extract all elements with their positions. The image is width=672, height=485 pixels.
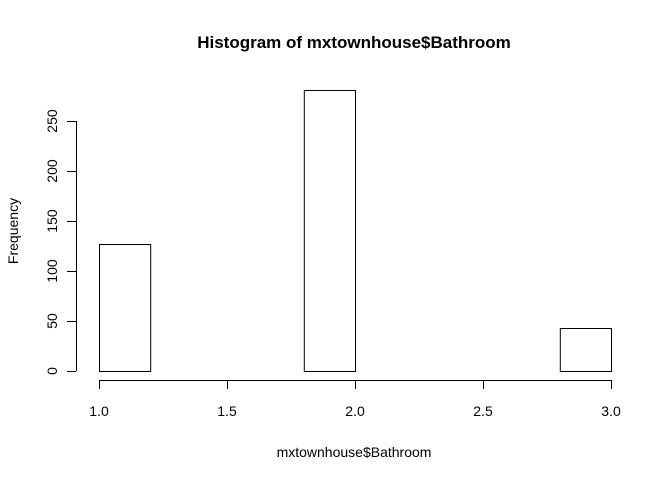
- y-tick-label-0: 0: [44, 367, 60, 375]
- y-tick-label-2: 100: [44, 259, 60, 283]
- histogram-bar-0: [99, 244, 152, 372]
- histogram-bar-4: [303, 90, 356, 372]
- x-tick-label-1: 1.5: [217, 403, 237, 419]
- y-axis: 0 50 100 150 200 250: [44, 109, 77, 375]
- x-tick-label-2: 2.0: [345, 403, 365, 419]
- x-tick-label-0: 1.0: [89, 403, 109, 419]
- x-tick-label-3: 2.5: [473, 403, 493, 419]
- histogram-bar-9: [559, 328, 612, 372]
- y-axis-label: Frequency: [5, 198, 21, 264]
- x-axis-label: mxtownhouse$Bathroom: [277, 444, 432, 460]
- x-tick-label-4: 3.0: [601, 403, 621, 419]
- bars-group: [99, 90, 612, 372]
- y-tick-label-3: 150: [44, 209, 60, 233]
- x-axis: 1.0 1.5 2.0 2.5 3.0: [89, 380, 621, 419]
- y-tick-label-5: 250: [44, 109, 60, 133]
- y-tick-label-1: 50: [44, 313, 60, 329]
- chart-title: Histogram of mxtownhouse$Bathroom: [197, 33, 511, 52]
- y-tick-label-4: 200: [44, 159, 60, 183]
